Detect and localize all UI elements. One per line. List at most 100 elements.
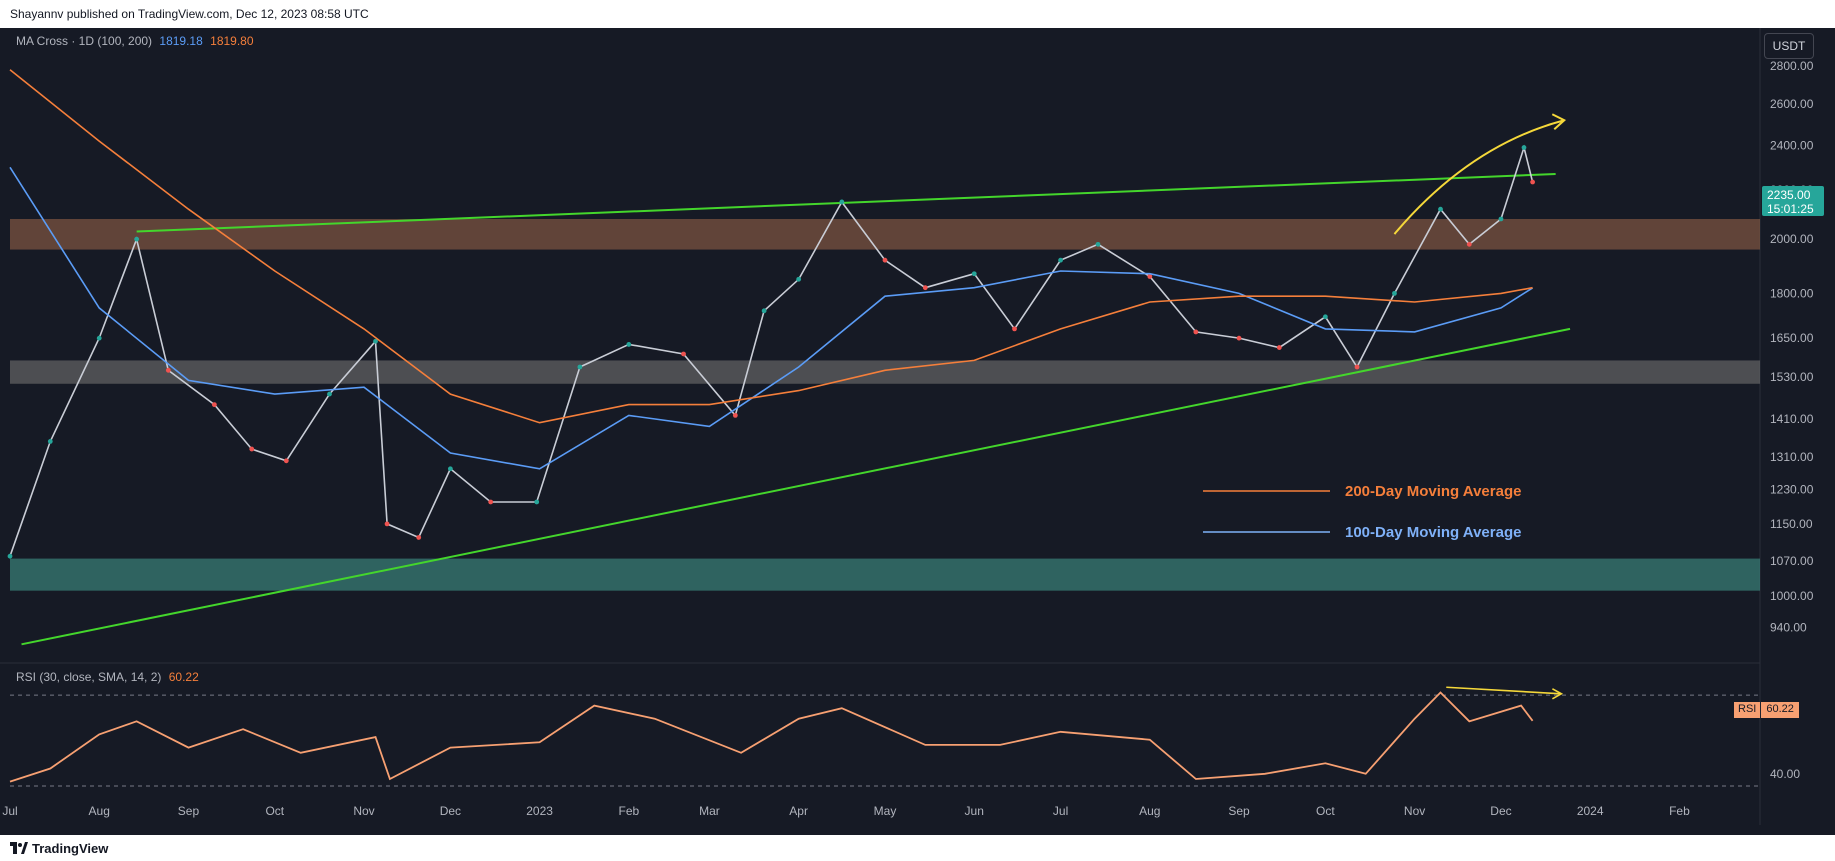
price-point <box>839 199 845 205</box>
x-tick-label: May <box>874 804 897 818</box>
price-point <box>1498 216 1504 222</box>
price-point <box>283 458 289 464</box>
price-point <box>577 364 583 370</box>
price-point <box>1095 241 1101 247</box>
y-tick-label: 940.00 <box>1770 621 1807 635</box>
tradingview-logo-icon <box>10 842 28 854</box>
publish-header: Shayannv published on TradingView.com, D… <box>0 0 1835 28</box>
price-point <box>1354 364 1360 370</box>
x-tick-label: Feb <box>1669 804 1690 818</box>
x-tick-label: Nov <box>353 804 374 818</box>
price-point <box>681 351 686 357</box>
y-tick-label: 1800.00 <box>1770 286 1814 300</box>
publisher-text: Shayannv published on TradingView.com, D… <box>10 7 369 21</box>
rsi-y-tick-label: 40.00 <box>1770 767 1800 781</box>
price-point <box>796 276 802 282</box>
ma200-value: 1819.80 <box>210 34 254 48</box>
price-point <box>249 446 255 452</box>
series-100-day-moving-average <box>9 166 1534 470</box>
ma-cross-title: MA Cross · 1D (100, 200) <box>16 34 153 48</box>
current-price-value: 2235.00 <box>1767 188 1811 202</box>
y-tick-label: 1150.00 <box>1770 517 1813 531</box>
trendline-2 <box>21 327 1571 646</box>
ma100-value: 1819.18 <box>159 34 203 48</box>
y-tick-label: 1070.00 <box>1770 554 1814 568</box>
y-tick-label: 2800.00 <box>1770 59 1814 73</box>
rsi-label: RSI (30, close, SMA, 14, 2) 60.22 <box>16 670 199 684</box>
zone-support <box>10 558 1760 591</box>
price-point <box>134 236 140 242</box>
footer-brand: TradingView <box>32 841 109 856</box>
y-tick-label: 1230.00 <box>1770 482 1814 496</box>
price-point <box>1521 145 1527 150</box>
price-point <box>7 553 13 559</box>
price-line <box>7 144 1536 559</box>
x-tick-label: Sep <box>1228 804 1250 818</box>
x-tick-label: Sep <box>178 804 200 818</box>
series-200-day-moving-average <box>9 69 1533 424</box>
y-tick-label: 2400.00 <box>1770 138 1814 152</box>
ma-cross-label: MA Cross · 1D (100, 200) 1819.18 1819.80 <box>16 34 254 48</box>
chart-canvas[interactable]: 200-Day Moving Average 100-Day Moving Ave… <box>0 0 1835 835</box>
x-tick-label: Apr <box>789 804 808 818</box>
trendline-1 <box>136 173 1556 233</box>
y-tick-label: 1530.00 <box>1770 370 1814 384</box>
rsi-line <box>9 691 1534 783</box>
tradingview-footer: TradingView <box>0 835 1835 861</box>
price-point <box>96 335 102 341</box>
series-price <box>9 144 1534 557</box>
x-tick-label: Nov <box>1404 804 1425 818</box>
x-tick-label: Jun <box>965 804 984 818</box>
x-tick-label: Oct <box>1316 804 1335 818</box>
x-tick-label: Dec <box>440 804 461 818</box>
currency-button[interactable]: USDT <box>1764 33 1814 59</box>
price-point <box>327 391 332 397</box>
rsi-value-tag: RSI 60.22 <box>1734 702 1799 718</box>
rsi-title: RSI (30, close, SMA, 14, 2) <box>16 670 162 684</box>
bar-countdown: 15:01:25 <box>1767 202 1814 216</box>
x-tick-label: Feb <box>618 804 639 818</box>
x-tick-label: Oct <box>265 804 284 818</box>
price-point <box>1438 206 1443 212</box>
price-point <box>1392 290 1397 296</box>
x-tick-label: 2024 <box>1577 804 1604 818</box>
price-point <box>971 271 977 277</box>
x-tick-label: 2023 <box>526 804 553 818</box>
price-point <box>165 367 171 373</box>
legend-label-1: 200-Day Moving Average <box>1345 483 1521 500</box>
price-point <box>416 535 422 540</box>
price-point <box>732 412 738 418</box>
momentum-arrow <box>1393 119 1565 235</box>
price-point <box>761 308 767 314</box>
rsi-tag-value: 60.22 <box>1761 702 1799 718</box>
price-point <box>1276 345 1282 350</box>
y-tick-label: 1000.00 <box>1770 589 1814 603</box>
price-point <box>1466 241 1472 247</box>
price-point <box>488 499 494 505</box>
ma-legend: 200-Day Moving Average 100-Day Moving Ave… <box>1203 483 1521 541</box>
price-point <box>1236 335 1242 341</box>
price-point <box>447 466 453 472</box>
price-point <box>384 521 390 527</box>
moving-averages <box>9 69 1534 470</box>
x-tick-label: Jul <box>2 804 17 818</box>
price-point <box>373 338 378 344</box>
x-tick-label: Aug <box>89 804 110 818</box>
price-point <box>922 285 928 291</box>
price-point <box>1322 314 1328 320</box>
y-tick-label: 2600.00 <box>1770 97 1814 111</box>
zone-middle <box>10 360 1760 384</box>
price-point <box>1147 274 1153 279</box>
legend-label-2: 100-Day Moving Average <box>1345 524 1521 541</box>
y-tick-label: 1410.00 <box>1770 412 1814 426</box>
rsi-header-value: 60.22 <box>168 670 199 684</box>
price-zones <box>10 218 1760 591</box>
price-point <box>1012 326 1017 332</box>
y-tick-label: 1650.00 <box>1770 331 1814 345</box>
current-price-tag: 2235.00 15:01:25 <box>1762 186 1824 216</box>
time-axis: Jul Aug Sep Oct Nov Dec 2023 Feb Mar Apr May Jun Jul… <box>2 804 1690 818</box>
price-point <box>1193 329 1199 335</box>
annotation-arrows <box>1393 113 1567 235</box>
zone-resistance <box>10 218 1760 250</box>
x-tick-label: Dec <box>1490 804 1511 818</box>
